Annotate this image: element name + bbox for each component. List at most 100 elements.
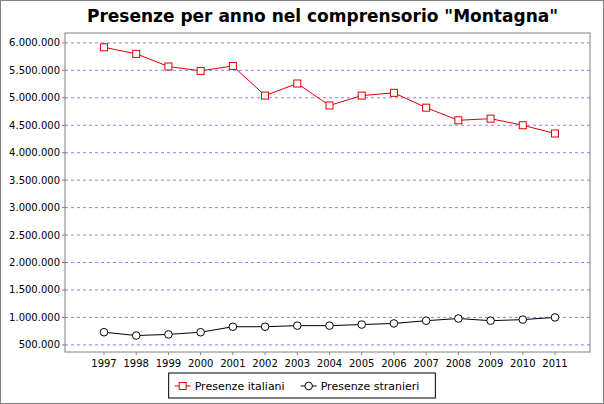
data-point — [326, 102, 333, 109]
x-tick-label: 2004 — [317, 358, 342, 369]
x-tick — [426, 352, 427, 355]
x-tick-label: 2003 — [285, 358, 310, 369]
data-point — [422, 317, 430, 325]
data-point — [390, 89, 397, 96]
y-tick — [62, 70, 65, 71]
data-point — [358, 92, 365, 99]
data-point — [293, 322, 301, 330]
data-point — [358, 321, 366, 329]
data-point — [519, 316, 527, 324]
x-tick — [522, 352, 523, 355]
y-tick-label: 2.000.000 — [9, 257, 60, 268]
x-tick-label: 2005 — [349, 358, 374, 369]
x-tick — [168, 352, 169, 355]
data-point — [552, 130, 559, 137]
x-tick — [393, 352, 394, 355]
legend-label: Presenze italiani — [195, 380, 285, 393]
data-group — [100, 44, 559, 340]
data-point — [165, 331, 173, 339]
x-tick-label: 2006 — [381, 358, 406, 369]
legend-marker — [305, 382, 313, 390]
x-tick-label: 2011 — [542, 358, 567, 369]
x-tick — [555, 352, 556, 355]
y-tick-label: 2.500.000 — [9, 230, 60, 241]
data-point — [551, 314, 559, 322]
legend: Presenze italiani Presenze stranieri — [169, 373, 436, 398]
x-tick-label: 2009 — [478, 358, 503, 369]
data-point — [262, 92, 269, 99]
x-tick-label: 2010 — [510, 358, 535, 369]
grid-line — [65, 70, 590, 71]
x-tick — [200, 352, 201, 355]
series-line — [104, 47, 555, 133]
y-tick — [62, 317, 65, 318]
x-tick-label: 1998 — [123, 358, 148, 369]
x-tick-label: 2002 — [252, 358, 277, 369]
y-tick-label: 5.000.000 — [9, 92, 60, 103]
y-tick-label: 5.500.000 — [9, 65, 60, 76]
data-point — [100, 328, 108, 336]
grid-line — [65, 317, 590, 318]
data-point — [294, 80, 301, 87]
x-tick — [265, 352, 266, 355]
data-point — [261, 323, 269, 331]
data-point — [132, 332, 140, 340]
y-tick-label: 4.500.000 — [9, 120, 60, 131]
y-tick-label: 6.000.000 — [9, 37, 60, 48]
x-tick-label: 1999 — [156, 358, 181, 369]
y-tick — [62, 152, 65, 153]
data-point — [197, 67, 204, 74]
data-point — [101, 44, 108, 51]
plot-area — [65, 33, 590, 352]
y-tick — [62, 125, 65, 126]
x-tick — [490, 352, 491, 355]
y-tick — [62, 42, 65, 43]
x-tick — [329, 352, 330, 355]
y-tick-label: 1.500.000 — [9, 284, 60, 295]
grid-line — [65, 42, 590, 43]
title: Presenze per anno nel comprensorio "Mont… — [87, 6, 558, 26]
y-tick-label: 3.000.000 — [9, 202, 60, 213]
x-tick — [104, 352, 105, 355]
data-point — [423, 104, 430, 111]
grid-line — [65, 289, 590, 290]
legend-marker — [179, 383, 186, 390]
data-point — [229, 323, 237, 331]
x-tick — [136, 352, 137, 355]
grid-line — [65, 344, 590, 345]
y-tick-label: 1.000.000 — [9, 312, 60, 323]
outer-frame — [1, 1, 604, 404]
x-tick — [232, 352, 233, 355]
x-tick-label: 1997 — [91, 358, 116, 369]
x-tick-label: 2000 — [188, 358, 213, 369]
legend-box — [169, 373, 436, 398]
x-tick-label: 2008 — [446, 358, 471, 369]
data-point — [133, 50, 140, 57]
grid-line — [65, 235, 590, 236]
data-point — [165, 63, 172, 70]
grid-line — [65, 180, 590, 181]
data-point — [326, 322, 334, 330]
x-tick-label: 2001 — [220, 358, 245, 369]
x-tick — [361, 352, 362, 355]
x-tick — [458, 352, 459, 355]
data-point — [487, 317, 495, 325]
y-tick — [62, 207, 65, 208]
data-point — [487, 115, 494, 122]
y-tick — [62, 97, 65, 98]
grid-line — [65, 207, 590, 208]
grid-line — [65, 97, 590, 98]
data-point — [229, 62, 236, 69]
y-tick — [62, 289, 65, 290]
y-tick-label: 4.000.000 — [9, 147, 60, 158]
y-tick — [62, 262, 65, 263]
data-point — [197, 328, 205, 336]
grid-line — [65, 262, 590, 263]
y-tick-label: 500.000 — [19, 339, 60, 350]
legend-label: Presenze stranieri — [321, 380, 420, 393]
data-point — [519, 122, 526, 129]
chart: Presenze per anno nel comprensorio "Mont… — [0, 0, 604, 404]
data-point — [455, 315, 463, 323]
grid-line — [65, 152, 590, 153]
data-point — [390, 320, 398, 328]
